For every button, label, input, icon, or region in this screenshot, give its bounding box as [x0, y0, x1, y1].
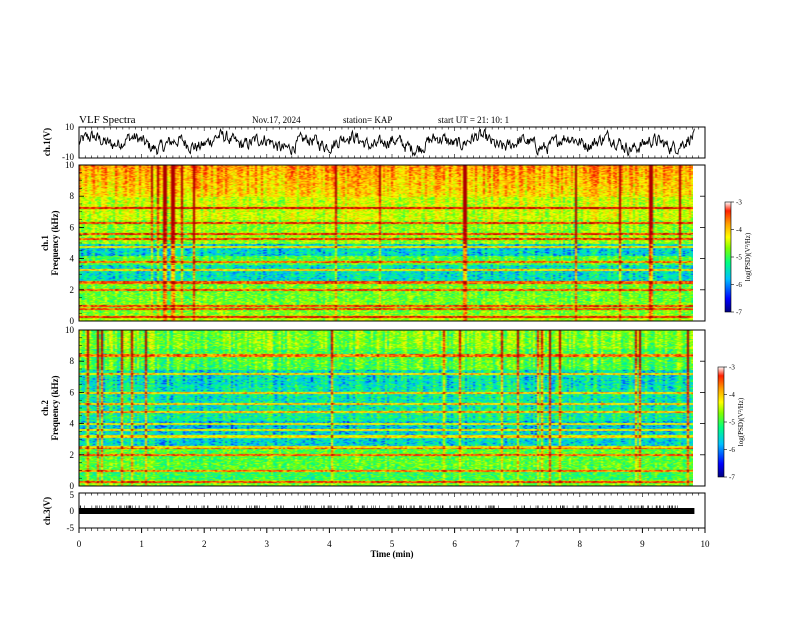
colorbar-tick-label: -7 [729, 474, 735, 482]
ch1-colorbar-gradient [724, 201, 732, 313]
x-tick-label: 9 [640, 539, 645, 549]
spec-y-tick-label: 4 [70, 254, 75, 264]
colorbar-tick-label: -6 [736, 281, 742, 289]
ch2-spectrogram-heatmap [79, 330, 693, 486]
ch1-waveform-ylabel: ch.1(V) [42, 128, 52, 156]
colorbar-tick-label: -5 [736, 254, 742, 262]
ch1-spectrogram-panel: 0 2 4 6 8 10 ch.1 Frequency (kHz) -3 -4 -5 -6 -7 … [40, 160, 752, 326]
spec-y-tick-label: 0 [70, 316, 75, 326]
colorbar-tick-label: -4 [729, 391, 735, 399]
colorbar-tick-label: -6 [729, 446, 735, 454]
spec-y-tick-label: 6 [70, 222, 75, 232]
colorbar-tick-label: -5 [729, 419, 735, 427]
x-tick-label: 6 [452, 539, 457, 549]
ch3-waveform-panel: 5 0 -5 ch.3(V) [42, 490, 706, 533]
x-tick-label: 2 [202, 539, 207, 549]
x-axis-label: Time (min) [370, 549, 413, 559]
ch3-waveform-spikes [79, 505, 678, 508]
colorbar-tick-label: -4 [736, 226, 742, 234]
ch2-spectrogram-yticks: 0 2 4 6 8 10 [65, 325, 705, 491]
ch3-ytick-top: 5 [70, 490, 75, 500]
ch2-spectrogram-ylabel-line1: ch.2 [40, 400, 50, 416]
x-tick-label: 5 [390, 539, 395, 549]
spec-y-tick-label: 8 [70, 356, 75, 366]
spec-y-tick-label: 4 [70, 419, 75, 429]
ch1-spectrogram-ylabel-line2: Frequency (kHz) [50, 210, 60, 275]
ch3-waveform-ticks [78, 493, 706, 497]
ch1-waveform-ticks [78, 127, 706, 158]
ch2-colorbar: -3 -4 -5 -6 -7 log(PSD)(V²/Hz) [717, 364, 745, 482]
spec-y-tick-label: 10 [65, 325, 75, 335]
ch1-spectrogram-heatmap [79, 165, 693, 321]
ch1-colorbar-ticks: -3 -4 -5 -6 -7 [731, 199, 742, 317]
header-station: station= KAP [343, 115, 392, 125]
colorbar-tick-label: -7 [736, 309, 742, 317]
ch1-waveform-panel: 10 -10 ch.1(V) [42, 122, 706, 162]
ch1-spectrogram-ylabel-line1: ch.1 [40, 235, 50, 251]
ch2-colorbar-label: log(PSD)(V²/Hz) [737, 397, 745, 446]
x-tick-label: 0 [77, 539, 82, 549]
ch3-ytick-bottom: -5 [67, 523, 75, 533]
header-start-ut: start UT = 21: 10: 1 [438, 115, 509, 125]
time-x-axis: 0 1 2 3 4 5 6 7 8 9 10 [77, 528, 710, 549]
ch2-spectrogram-ylabel-line2: Frequency (kHz) [50, 375, 60, 440]
spec-y-tick-label: 6 [70, 387, 75, 397]
spec-y-tick-label: 0 [70, 481, 75, 491]
ch3-ytick-mid: 0 [70, 506, 75, 516]
ch1-waveform-line [78, 127, 695, 158]
spec-y-tick-label: 10 [65, 160, 75, 170]
ch2-colorbar-gradient [717, 366, 725, 478]
ch1-colorbar-label: log(PSD)(V²/Hz) [744, 232, 752, 281]
x-tick-label: 8 [578, 539, 583, 549]
header-date: Nov.17, 2024 [252, 115, 301, 125]
spec-y-tick-label: 8 [70, 191, 75, 201]
colorbar-tick-label: -3 [736, 199, 742, 207]
ch1-ytick-top: 10 [65, 122, 75, 132]
ch1-colorbar: -3 -4 -5 -6 -7 log(PSD)(V²/Hz) [724, 199, 752, 317]
spec-y-tick-label: 2 [70, 450, 75, 460]
x-tick-label: 1 [139, 539, 144, 549]
x-tick-label: 7 [515, 539, 520, 549]
colorbar-tick-label: -3 [729, 364, 735, 372]
x-tick-label: 3 [265, 539, 270, 549]
x-tick-label: 4 [327, 539, 332, 549]
x-tick-label: 10 [701, 539, 711, 549]
spec-y-tick-label: 2 [70, 285, 75, 295]
ch1-ytick-bottom: -10 [62, 152, 74, 162]
ch3-waveform-ylabel: ch.3(V) [42, 497, 52, 525]
ch2-colorbar-ticks: -3 -4 -5 -6 -7 [724, 364, 735, 482]
ch3-waveform-line [79, 508, 695, 514]
figure-title: VLF Spectra [79, 114, 136, 126]
ch1-spectrogram-yticks: 0 2 4 6 8 10 [65, 160, 705, 326]
ch2-spectrogram-panel: 0 2 4 6 8 10 ch.2 Frequency (kHz) -3 -4 -5 -6 -7 … [40, 325, 745, 491]
